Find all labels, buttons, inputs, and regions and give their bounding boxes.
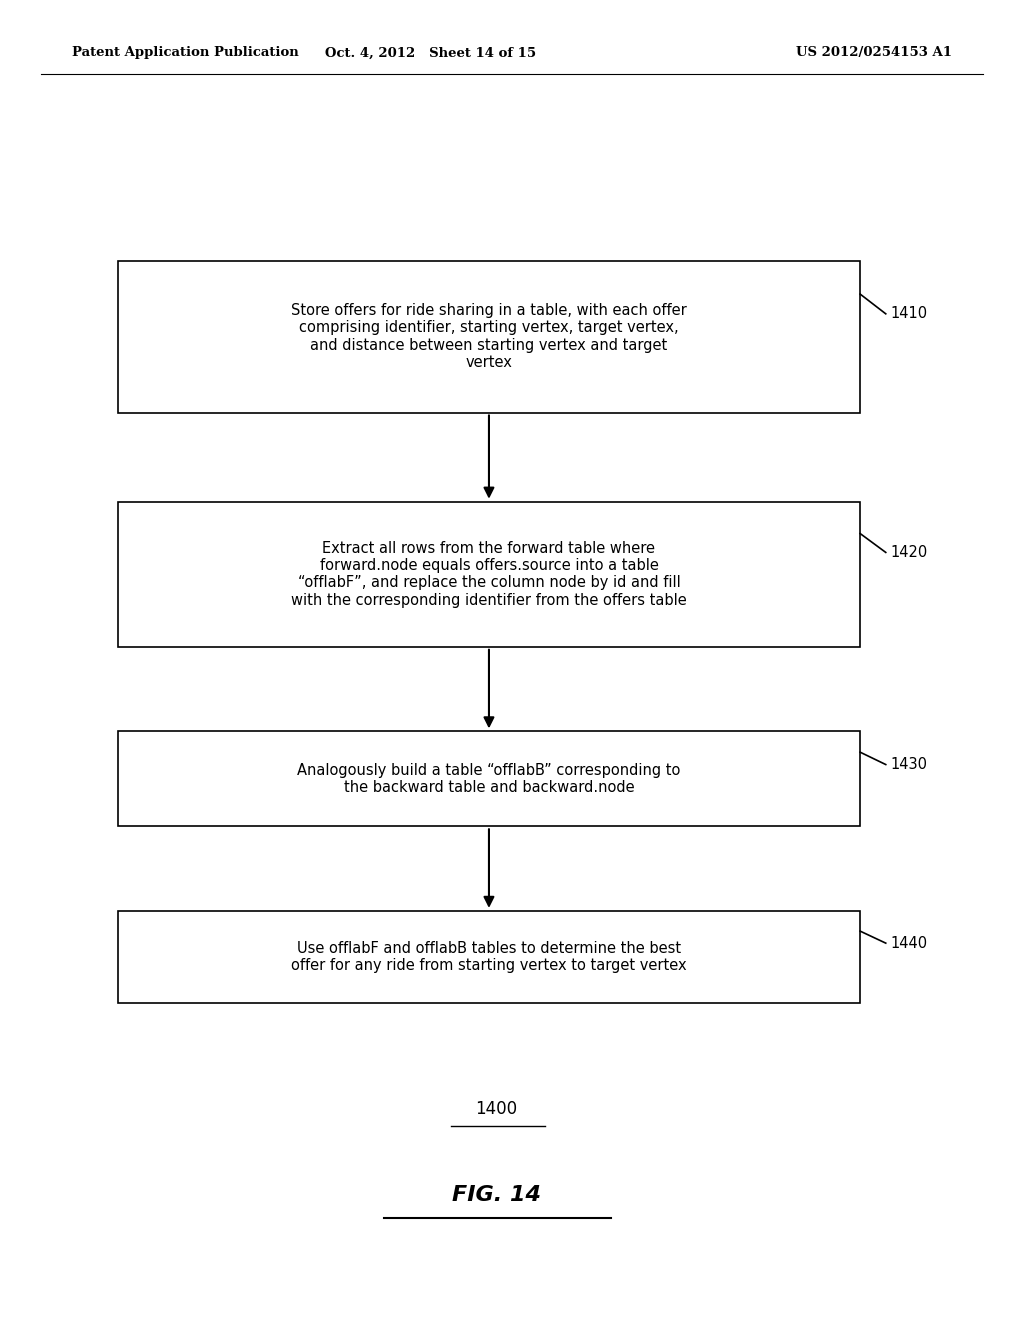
Text: 1440: 1440 [891, 936, 928, 950]
Bar [118, 911, 860, 1003]
Bar [118, 502, 860, 647]
Text: 1410: 1410 [891, 306, 928, 321]
Text: Use offlabF and offlabB tables to determine the best
offer for any ride from sta: Use offlabF and offlabB tables to determ… [291, 941, 687, 973]
Bar [118, 261, 860, 412]
Text: Oct. 4, 2012   Sheet 14 of 15: Oct. 4, 2012 Sheet 14 of 15 [325, 46, 536, 59]
Text: US 2012/0254153 A1: US 2012/0254153 A1 [797, 46, 952, 59]
Text: 1420: 1420 [891, 545, 928, 560]
Text: Store offers for ride sharing in a table, with each offer
comprising identifier,: Store offers for ride sharing in a table… [291, 304, 687, 370]
Text: Patent Application Publication: Patent Application Publication [72, 46, 298, 59]
Text: Extract all rows from the forward table where
forward.node equals offers.source : Extract all rows from the forward table … [291, 541, 687, 607]
Text: Analogously build a table “offlabB” corresponding to
the backward table and back: Analogously build a table “offlabB” corr… [297, 763, 681, 795]
Text: FIG. 14: FIG. 14 [453, 1184, 541, 1205]
Text: 1430: 1430 [891, 758, 928, 772]
Bar [118, 731, 860, 826]
Text: 1400: 1400 [475, 1100, 518, 1118]
